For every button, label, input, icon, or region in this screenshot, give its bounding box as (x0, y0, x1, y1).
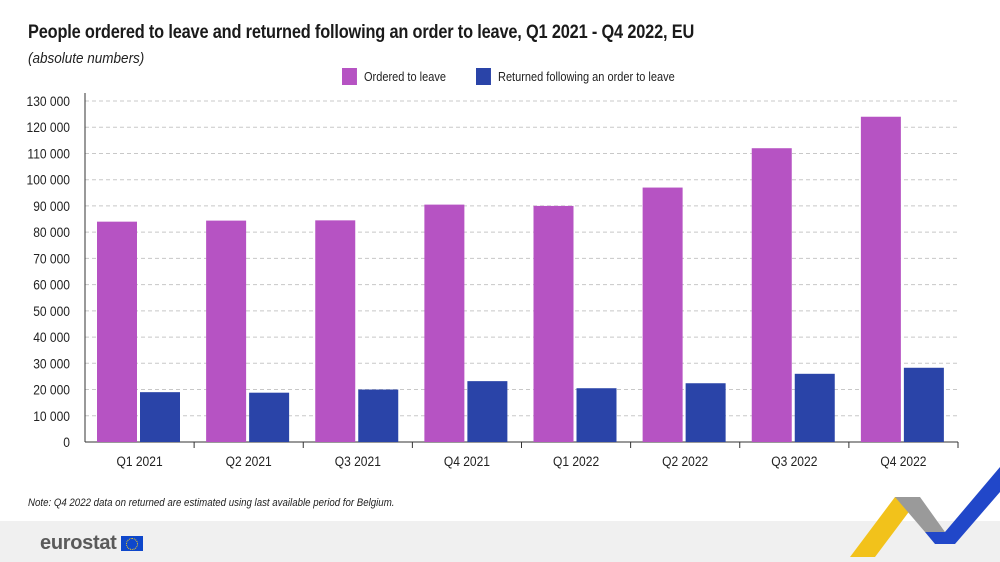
bar-ordered-to-leave (97, 221, 137, 442)
legend-swatch-ordered (342, 68, 357, 85)
y-tick-label: 20 000 (33, 382, 70, 398)
x-tick-label: Q3 2022 (771, 453, 817, 469)
y-tick-label: 10 000 (33, 408, 70, 424)
bar-ordered-to-leave (751, 148, 792, 442)
y-tick-label: 100 000 (27, 172, 70, 188)
bar-returned (249, 392, 290, 442)
x-tick-label: Q2 2022 (662, 453, 708, 469)
legend-label-returned: Returned following an order to leave (498, 69, 675, 84)
chart-title: People ordered to leave and returned fol… (28, 22, 695, 43)
bar-ordered-to-leave (533, 205, 574, 442)
bar-returned (685, 383, 726, 442)
x-tick-label: Q3 2021 (335, 453, 381, 469)
footer-bar (0, 521, 1000, 562)
x-tick-label: Q1 2021 (116, 453, 162, 469)
y-tick-label: 50 000 (33, 303, 70, 319)
y-tick-label: 130 000 (27, 93, 70, 109)
bar-returned (467, 381, 508, 442)
y-tick-label: 80 000 (33, 224, 70, 240)
y-tick-label: 30 000 (33, 355, 70, 371)
y-tick-label: 110 000 (27, 146, 70, 162)
x-tick-label: Q2 2021 (226, 453, 272, 469)
footnote: Note: Q4 2022 data on returned are estim… (28, 497, 395, 509)
bar-returned (140, 392, 180, 442)
y-tick-label: 40 000 (33, 329, 70, 345)
eurostat-ribbon-icon (850, 467, 1000, 557)
y-tick-label: 120 000 (27, 119, 70, 135)
y-tick-label: 60 000 (33, 277, 70, 293)
y-tick-label: 90 000 (33, 198, 70, 214)
y-tick-label: 0 (63, 434, 70, 450)
bar-returned (903, 367, 944, 442)
logo-text: eurostat (40, 532, 117, 554)
x-tick-label: Q4 2022 (880, 453, 926, 469)
bar-ordered-to-leave (206, 220, 247, 442)
bar-ordered-to-leave (424, 204, 465, 442)
bar-returned (576, 388, 617, 442)
bar-ordered-to-leave (860, 116, 901, 442)
bar-returned (794, 373, 835, 442)
legend-item-returned: Returned following an order to leave (476, 68, 675, 85)
bar-returned (358, 389, 399, 442)
chart-subtitle: (absolute numbers) (28, 50, 145, 67)
legend-item-ordered: Ordered to leave (342, 68, 446, 85)
bar-ordered-to-leave (315, 220, 356, 442)
bar-ordered-to-leave (642, 187, 683, 442)
eurostat-logo: eurostat (40, 532, 143, 555)
legend-label-ordered: Ordered to leave (364, 69, 446, 84)
legend: Ordered to leave Returned following an o… (342, 68, 724, 85)
x-tick-label: Q4 2021 (444, 453, 490, 469)
y-tick-label: 70 000 (33, 251, 70, 267)
bar-chart: 0 10 000 20 000 30 000 40 000 50 000 60 000 70 … (27, 93, 959, 469)
x-tick-label: Q1 2022 (553, 453, 599, 469)
legend-swatch-returned (476, 68, 492, 85)
eu-flag-icon (120, 536, 143, 551)
